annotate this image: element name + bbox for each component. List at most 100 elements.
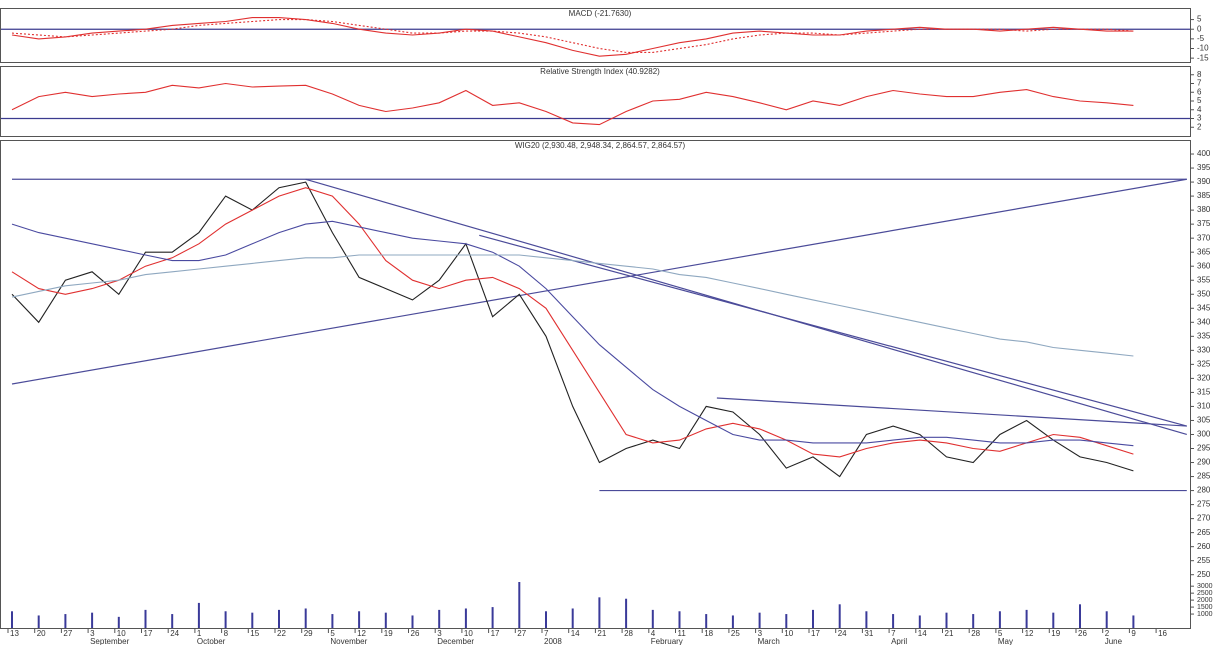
trendline [716,397,1187,427]
volume-bar [518,582,521,628]
x-tick-label: 29 [304,629,313,638]
volume-bar [438,609,441,628]
volume-bar [278,609,280,628]
volume-bar [1105,611,1108,628]
volume-bar [1025,609,1028,628]
y-tick-label: -5 [1197,34,1205,43]
y-tick-label: 250 [1197,570,1211,579]
trendline [11,178,1187,385]
volume-bar [1052,612,1055,628]
x-tick-label: 22 [277,629,286,638]
series-line [11,254,1134,357]
x-tick-label: 10 [464,629,473,638]
series-line [11,82,1134,126]
y-tick-label: 270 [1197,514,1211,523]
y-tick-label: 2000 [1197,597,1213,604]
volume-bar [64,614,67,628]
x-tick-label: 2 [1105,629,1110,638]
x-tick-label: 21 [945,629,954,638]
month-label: December [437,637,474,645]
volume-bar [785,614,788,628]
volume-bar [384,612,387,628]
rsi-panel [0,66,1191,137]
y-tick-label: 4 [1197,105,1202,114]
month-label: October [197,637,226,645]
volume-bar [144,609,147,628]
y-tick-label: 380 [1197,205,1211,214]
volume-bar [998,611,1001,628]
y-tick-label: 7 [1197,79,1202,88]
x-tick-label: 11 [678,629,687,638]
y-tick-label: -15 [1197,53,1209,62]
series-line [11,220,1134,447]
y-tick-label: 360 [1197,261,1211,270]
y-tick-label: 400 [1197,149,1211,158]
x-tick-label: 27 [517,629,526,638]
volume-bar [1079,604,1081,628]
y-tick-label: 260 [1197,542,1211,551]
rsi-title: Relative Strength Index (40.9282) [540,67,660,76]
series-line [11,187,1134,458]
volume-bar [945,612,948,628]
x-tick-label: 26 [411,629,420,638]
volume-bar [224,611,227,628]
y-tick-label: 3000 [1197,583,1213,590]
x-tick-label: 19 [1051,629,1060,638]
volume-bar [731,615,734,628]
volume-bar [972,614,975,628]
x-tick-label: 3 [437,629,442,638]
volume-bar [11,611,13,628]
volume-bar [892,614,895,628]
x-tick-label: 26 [1078,629,1087,638]
y-tick-label: 300 [1197,430,1211,439]
x-tick-label: 18 [704,629,713,638]
x-tick-label: 4 [651,629,656,638]
y-tick-label: 395 [1197,163,1211,172]
volume-bar [545,611,547,628]
y-tick-label: 1000 [1197,611,1213,618]
month-label: September [90,637,129,645]
volume-bar [411,615,414,628]
x-tick-label: 12 [1025,629,1034,638]
x-tick-label: 10 [784,629,793,638]
x-tick-label: 17 [491,629,500,638]
volume-bar [678,611,681,628]
month-label: June [1105,637,1123,645]
y-tick-label: 255 [1197,556,1211,565]
x-tick-label: 16 [1158,629,1167,638]
y-tick-label: 340 [1197,317,1211,326]
x-tick-label: 5 [998,629,1003,638]
price-panel [0,140,1191,629]
x-tick-label: 9 [1131,629,1136,638]
volume-bar [812,609,814,628]
x-tick-label: 13 [10,629,19,638]
x-tick-label: 7 [891,629,896,638]
volume-bar [918,615,921,628]
y-tick-label: 335 [1197,331,1211,340]
volume-bar [464,608,467,628]
y-tick-label: 330 [1197,345,1211,354]
y-tick-label: 385 [1197,191,1211,200]
y-tick-label: 355 [1197,275,1211,284]
volume-bar [1132,615,1135,628]
x-tick-label: 15 [250,629,259,638]
x-tick-label: 3 [758,629,763,638]
macd-panel [0,8,1191,63]
x-tick-label: 10 [117,629,126,638]
y-tick-label: 265 [1197,528,1211,537]
y-tick-label: 5 [1197,15,1202,24]
x-tick-label: 1 [197,629,202,638]
y-tick-label: 315 [1197,388,1211,397]
y-tick-label: 290 [1197,458,1211,467]
volume-bar [331,614,334,628]
x-tick-label: 27 [63,629,72,638]
x-tick-label: 8 [224,629,229,638]
volume-bar [625,598,628,628]
volume-bar [838,604,841,628]
y-tick-label: 280 [1197,486,1211,495]
y-tick-label: 6 [1197,87,1202,96]
volume-bar [865,611,868,628]
x-tick-label: 28 [971,629,980,638]
volume-bar [37,615,40,628]
